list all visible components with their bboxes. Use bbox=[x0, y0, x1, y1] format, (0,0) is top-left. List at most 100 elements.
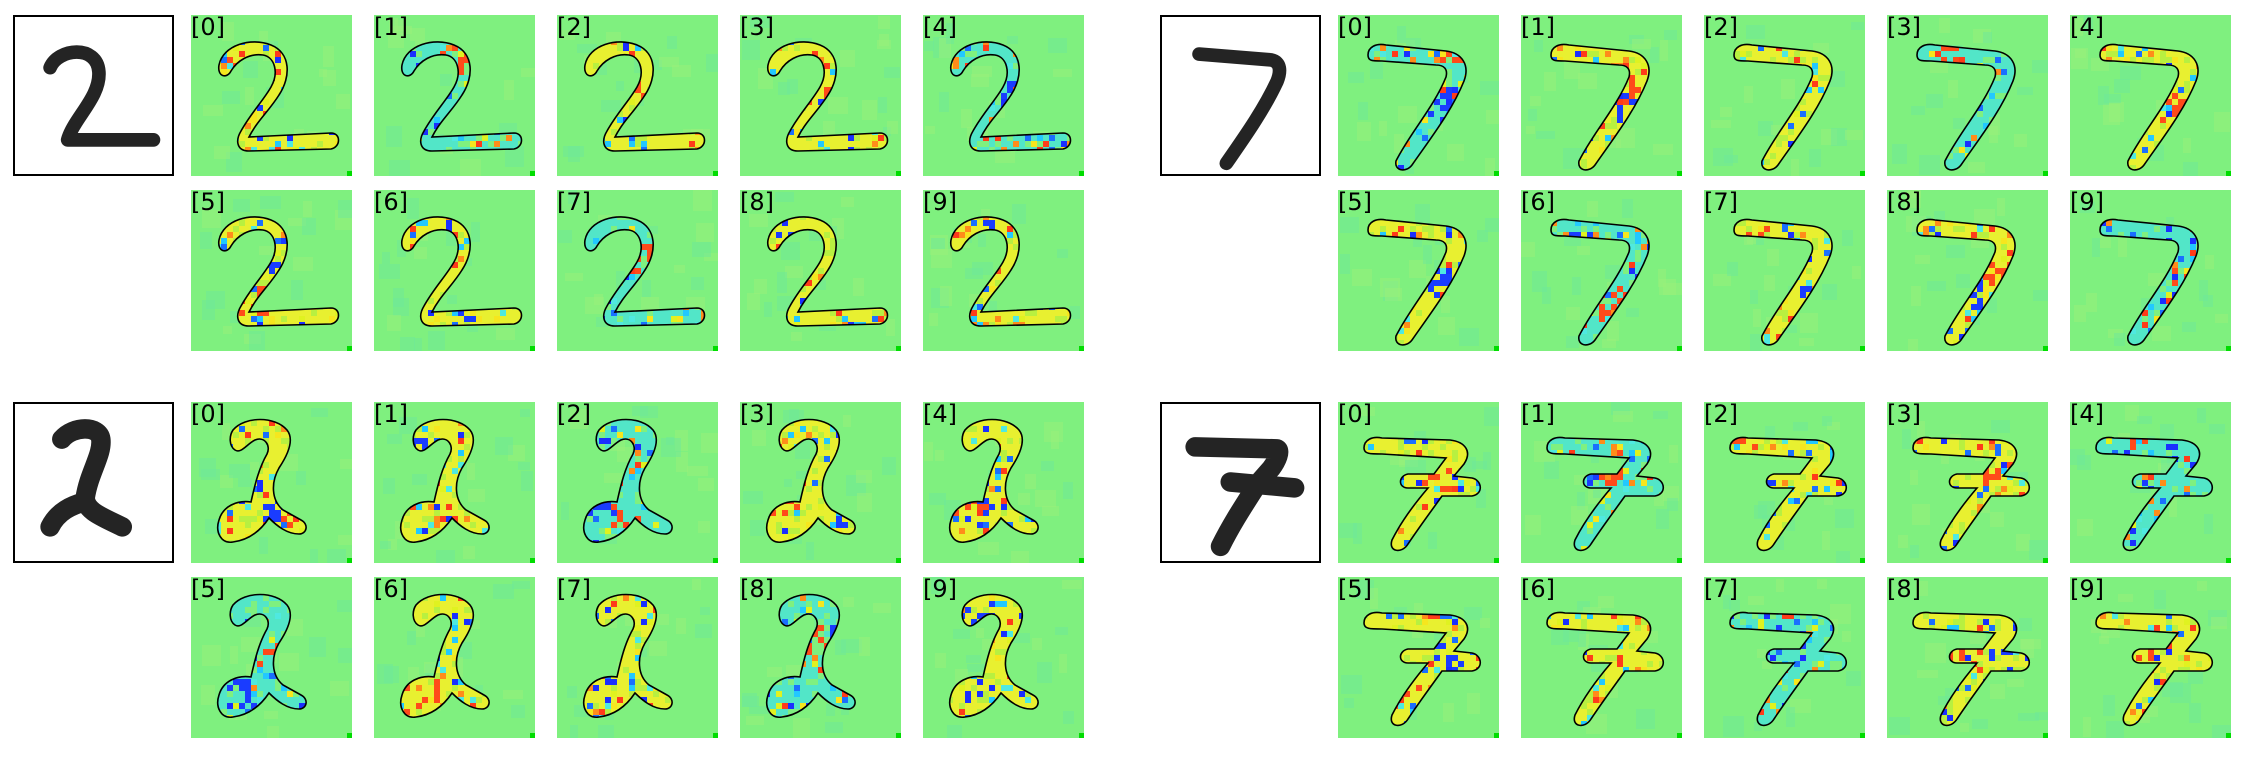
corner-marker bbox=[1677, 346, 1682, 351]
class-index-label: [8] bbox=[1887, 190, 1921, 216]
heatmap-tile: [2] bbox=[1704, 402, 1865, 563]
heatmap-tile: [7] bbox=[1704, 577, 1865, 738]
class-index-label: [9] bbox=[2070, 577, 2104, 603]
heatmap-tile: [4] bbox=[923, 402, 1084, 563]
corner-marker bbox=[347, 733, 352, 738]
heatmap-tile: [6] bbox=[1521, 577, 1682, 738]
digit-contour bbox=[1550, 218, 1650, 346]
digit-contour bbox=[1363, 611, 1482, 727]
digit-contour bbox=[766, 216, 889, 327]
heatmap-tile: [3] bbox=[1887, 402, 2048, 563]
corner-marker bbox=[1677, 733, 1682, 738]
digit-contour bbox=[766, 418, 856, 543]
digit-contour bbox=[400, 216, 523, 327]
class-index-label: [3] bbox=[1887, 15, 1921, 41]
digit-contour bbox=[1546, 436, 1665, 552]
heatmap-tile: [5] bbox=[191, 190, 352, 351]
corner-marker bbox=[2226, 171, 2231, 176]
corner-marker bbox=[1860, 346, 1865, 351]
class-index-label: [1] bbox=[374, 15, 408, 41]
corner-marker bbox=[2043, 171, 2048, 176]
class-index-label: [4] bbox=[923, 15, 957, 41]
digit-contour bbox=[949, 41, 1072, 152]
class-index-label: [1] bbox=[374, 402, 408, 428]
heatmap-tile: [1] bbox=[374, 15, 535, 176]
heatmap-tile: [1] bbox=[1521, 402, 1682, 563]
corner-marker bbox=[2043, 558, 2048, 563]
heatmap-tile: [3] bbox=[1887, 15, 2048, 176]
heatmap-tile: [5] bbox=[1338, 577, 1499, 738]
digit-contour bbox=[2095, 436, 2214, 552]
corner-marker bbox=[530, 558, 535, 563]
corner-marker bbox=[1494, 733, 1499, 738]
class-index-label: [4] bbox=[923, 402, 957, 428]
class-index-label: [0] bbox=[191, 15, 225, 41]
heatmap-tile: [7] bbox=[1704, 190, 1865, 351]
input-digit-2-image bbox=[13, 15, 174, 176]
digit-contour bbox=[949, 216, 1072, 327]
class-index-label: [9] bbox=[2070, 190, 2104, 216]
corner-marker bbox=[347, 558, 352, 563]
corner-marker bbox=[713, 558, 718, 563]
corner-marker bbox=[1860, 733, 1865, 738]
digit-contour bbox=[217, 418, 307, 543]
digit-contour bbox=[400, 418, 490, 543]
heatmap-tile: [9] bbox=[923, 190, 1084, 351]
heatmap-tile: [2] bbox=[1704, 15, 1865, 176]
heatmap-tile: [9] bbox=[2070, 190, 2231, 351]
heatmap-tile: [8] bbox=[1887, 190, 2048, 351]
heatmap-tile: [0] bbox=[191, 402, 352, 563]
heatmap-tile: [9] bbox=[923, 577, 1084, 738]
digit-contour bbox=[1367, 218, 1467, 346]
input-digit-2-image bbox=[13, 402, 174, 563]
class-index-label: [5] bbox=[191, 190, 225, 216]
corner-marker bbox=[1079, 733, 1084, 738]
class-index-label: [2] bbox=[557, 15, 591, 41]
class-index-label: [1] bbox=[1521, 15, 1555, 41]
heatmap-tile: [5] bbox=[191, 577, 352, 738]
digit-contour bbox=[1916, 43, 2016, 171]
class-index-label: [1] bbox=[1521, 402, 1555, 428]
heatmap-tile: [7] bbox=[557, 577, 718, 738]
class-index-label: [2] bbox=[1704, 15, 1738, 41]
heatmap-tile: [9] bbox=[2070, 577, 2231, 738]
digit-contour bbox=[1729, 611, 1848, 727]
corner-marker bbox=[896, 733, 901, 738]
digit-contour bbox=[1363, 436, 1482, 552]
corner-marker bbox=[1677, 171, 1682, 176]
digit-contour bbox=[1912, 611, 2031, 727]
corner-marker bbox=[2043, 346, 2048, 351]
digit-contour bbox=[400, 41, 523, 152]
corner-marker bbox=[1860, 171, 1865, 176]
digit-contour bbox=[949, 593, 1039, 718]
class-index-label: [7] bbox=[557, 577, 591, 603]
digit-contour bbox=[1550, 43, 1650, 171]
class-index-label: [8] bbox=[740, 190, 774, 216]
heatmap-tile: [4] bbox=[2070, 402, 2231, 563]
corner-marker bbox=[713, 346, 718, 351]
class-index-label: [0] bbox=[191, 402, 225, 428]
class-index-label: [9] bbox=[923, 577, 957, 603]
digit-contour bbox=[2099, 43, 2199, 171]
heatmap-tile: [2] bbox=[557, 402, 718, 563]
digit-contour bbox=[400, 593, 490, 718]
class-index-label: [3] bbox=[1887, 402, 1921, 428]
class-index-label: [3] bbox=[740, 402, 774, 428]
class-index-label: [6] bbox=[374, 577, 408, 603]
digit-contour bbox=[583, 216, 706, 327]
corner-marker bbox=[896, 558, 901, 563]
class-index-label: [7] bbox=[1704, 577, 1738, 603]
class-index-label: [8] bbox=[740, 577, 774, 603]
digit-contour bbox=[2099, 218, 2199, 346]
corner-marker bbox=[1079, 558, 1084, 563]
digit-contour bbox=[583, 418, 673, 543]
corner-marker bbox=[2226, 733, 2231, 738]
heatmap-tile: [0] bbox=[191, 15, 352, 176]
class-index-label: [6] bbox=[374, 190, 408, 216]
heatmap-tile: [7] bbox=[557, 190, 718, 351]
heatmap-tile: [6] bbox=[1521, 190, 1682, 351]
corner-marker bbox=[2226, 558, 2231, 563]
digit-contour bbox=[583, 41, 706, 152]
class-index-label: [0] bbox=[1338, 15, 1372, 41]
digit-contour bbox=[1912, 436, 2031, 552]
